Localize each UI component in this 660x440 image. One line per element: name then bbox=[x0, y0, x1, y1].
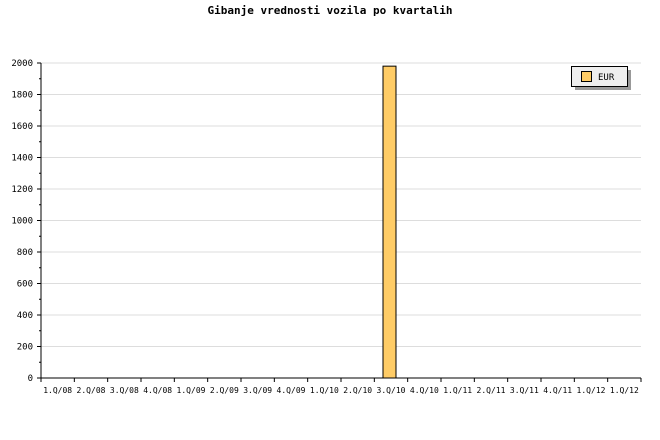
bar bbox=[382, 65, 397, 379]
x-tick-label: 1.Q/08 bbox=[43, 386, 72, 395]
y-tick-label: 1200 bbox=[11, 185, 33, 195]
x-tick-label: 1.Q/12 bbox=[610, 386, 639, 395]
x-tick-label: 4.Q/10 bbox=[410, 386, 439, 395]
x-tick-label: 1.Q/10 bbox=[310, 386, 339, 395]
x-tick-label: 3.Q/10 bbox=[377, 386, 406, 395]
x-tick-label: 3.Q/11 bbox=[510, 386, 539, 395]
x-tick-label: 4.Q/11 bbox=[543, 386, 572, 395]
y-tick-label: 400 bbox=[17, 311, 33, 321]
x-tick-label: 2.Q/09 bbox=[210, 386, 239, 395]
legend-swatch bbox=[581, 71, 592, 82]
y-tick-label: 2000 bbox=[11, 59, 33, 69]
legend-label: EUR bbox=[598, 73, 615, 83]
y-tick-label: 600 bbox=[17, 280, 33, 290]
x-tick-label: 3.Q/08 bbox=[110, 386, 139, 395]
x-tick-label: 3.Q/09 bbox=[243, 386, 272, 395]
y-tick-label: 1800 bbox=[11, 91, 33, 101]
x-tick-label: 4.Q/08 bbox=[143, 386, 172, 395]
y-tick-label: 1400 bbox=[11, 154, 33, 164]
chart-title: Gibanje vrednosti vozila po kvartalih bbox=[207, 4, 453, 17]
x-tick-label: 1.Q/12 bbox=[577, 386, 606, 395]
x-tick-label: 2.Q/08 bbox=[77, 386, 106, 395]
y-tick-label: 200 bbox=[17, 343, 33, 353]
x-tick-label: 2.Q/10 bbox=[343, 386, 372, 395]
x-tick-label: 1.Q/09 bbox=[177, 386, 206, 395]
y-tick-label: 1600 bbox=[11, 122, 33, 132]
x-tick-label: 4.Q/09 bbox=[277, 386, 306, 395]
y-tick-label: 1000 bbox=[11, 217, 33, 227]
x-tick-label: 1.Q/11 bbox=[443, 386, 472, 395]
y-tick-label: 0 bbox=[28, 374, 33, 384]
x-tick-label: 2.Q/11 bbox=[477, 386, 506, 395]
y-tick-label: 800 bbox=[17, 248, 33, 258]
